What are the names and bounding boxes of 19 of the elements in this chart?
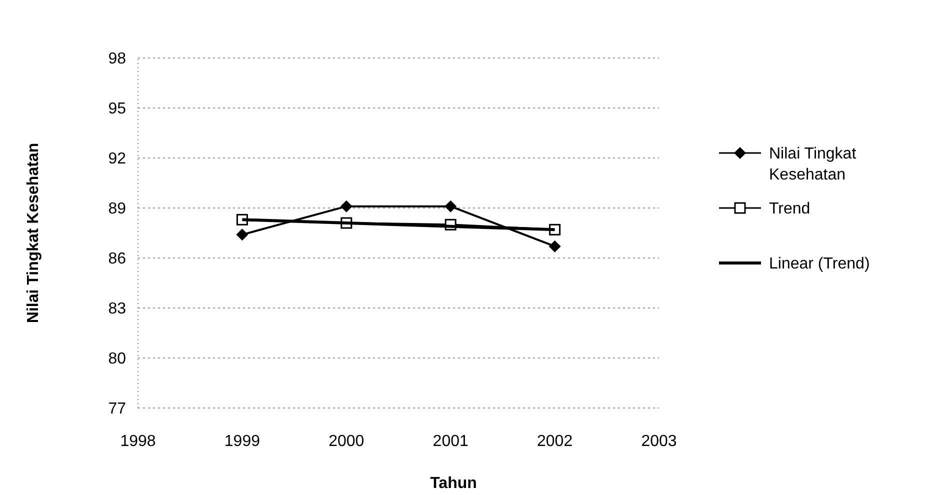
y-tick-label: 80 [108, 350, 126, 368]
x-tick-label: 2000 [328, 433, 364, 450]
y-tick-label: 92 [108, 150, 126, 168]
x-tick-label: 1999 [224, 433, 260, 450]
y-tick-label: 95 [108, 100, 126, 118]
y-tick-label: 98 [108, 50, 126, 68]
y-tick-label: 83 [108, 300, 126, 318]
x-tick-label: 2002 [537, 433, 573, 450]
y-tick-label: 77 [108, 400, 126, 418]
x-tick-label: 1998 [120, 433, 156, 450]
x-tick-label: 2003 [641, 433, 677, 450]
y-tick-label: 89 [108, 200, 126, 218]
x-axis-title: Tahun [430, 475, 477, 492]
legend-label: Trend [769, 200, 810, 218]
y-tick-label: 86 [108, 250, 126, 268]
legend-label: Nilai Tingkat Kesehatan [769, 146, 857, 184]
x-tick-label: 2001 [432, 433, 468, 450]
y-axis-title: Nilai Tingkat Kesehatan [25, 142, 42, 324]
legend-label: Linear (Trend) [769, 256, 870, 273]
